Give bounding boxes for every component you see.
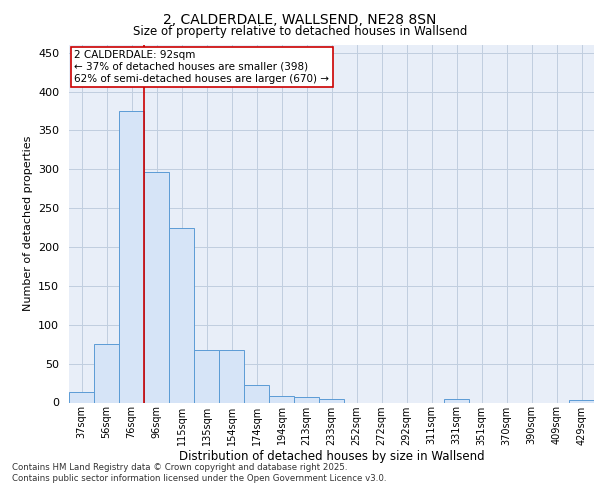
Bar [69,392,94,402]
Bar [194,350,219,403]
Text: 2, CALDERDALE, WALLSEND, NE28 8SN: 2, CALDERDALE, WALLSEND, NE28 8SN [163,12,437,26]
Bar [294,397,319,402]
Bar [444,400,469,402]
Bar [569,400,594,402]
Text: 2 CALDERDALE: 92sqm
← 37% of detached houses are smaller (398)
62% of semi-detac: 2 CALDERDALE: 92sqm ← 37% of detached ho… [74,50,329,84]
Bar [319,400,344,402]
Bar [119,111,144,403]
Bar [219,350,244,403]
Bar [244,384,269,402]
Bar [269,396,294,402]
Text: Size of property relative to detached houses in Wallsend: Size of property relative to detached ho… [133,25,467,38]
Y-axis label: Number of detached properties: Number of detached properties [23,136,32,312]
Bar [144,172,169,402]
Bar [94,344,119,403]
Text: Contains HM Land Registry data © Crown copyright and database right 2025.: Contains HM Land Registry data © Crown c… [12,462,347,471]
Text: Contains public sector information licensed under the Open Government Licence v3: Contains public sector information licen… [12,474,386,483]
X-axis label: Distribution of detached houses by size in Wallsend: Distribution of detached houses by size … [179,450,484,464]
Bar [169,228,194,402]
